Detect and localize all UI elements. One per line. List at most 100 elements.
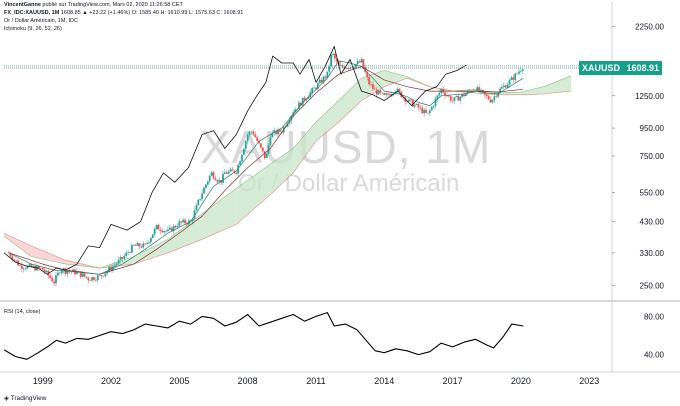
candle-body <box>91 277 93 281</box>
candle-body <box>273 130 276 133</box>
watermark-symbol: XAUUSD, 1M <box>200 121 492 173</box>
price-tick-label: 250.00 <box>640 282 665 291</box>
candle-body <box>275 130 278 135</box>
candle-body <box>461 94 463 97</box>
candle-body <box>83 273 86 277</box>
candle-body <box>449 96 452 101</box>
price-tick-label: 330.00 <box>640 249 665 258</box>
rsi-legend[interactable]: RSI (14, close) <box>4 309 41 315</box>
candle-body <box>315 87 317 89</box>
candle-body <box>49 275 52 278</box>
candle-body <box>197 199 200 205</box>
candle-body <box>223 172 226 174</box>
candle-body <box>277 129 279 135</box>
candle-body <box>203 187 205 194</box>
candle-body <box>501 87 503 89</box>
candle-body <box>148 242 150 244</box>
candle-body <box>370 84 372 85</box>
candle-body <box>75 271 78 275</box>
candle-body <box>347 68 350 69</box>
candle-body <box>13 259 16 261</box>
candle-body <box>362 59 365 68</box>
candle-body <box>136 243 139 246</box>
rsi-tick-label: 40.00 <box>644 351 665 360</box>
rsi-tick-label: 80.00 <box>644 312 665 321</box>
candle-body <box>89 280 92 281</box>
candle-body <box>241 154 243 162</box>
candle-body <box>51 277 54 282</box>
candle-body <box>406 101 408 103</box>
candle-body <box>398 88 401 92</box>
candle-body <box>267 144 270 154</box>
candle-body <box>32 265 35 267</box>
candle-body <box>100 275 103 276</box>
kumo-segment <box>543 75 571 94</box>
candle-body <box>260 143 262 148</box>
candle-body <box>231 169 234 171</box>
candle-body <box>93 277 95 280</box>
year-tick-label: 2011 <box>306 376 325 386</box>
candle-body <box>271 132 274 138</box>
candle-body <box>159 229 162 231</box>
candle-body <box>212 172 215 179</box>
price-tick-label: 2250.00 <box>635 22 664 31</box>
candle-body <box>199 198 202 200</box>
candle-body <box>72 269 74 272</box>
candle-body <box>222 173 224 183</box>
candle-body <box>102 275 105 277</box>
candle-body <box>66 271 69 274</box>
candle-body <box>38 266 40 269</box>
candle-body <box>178 221 181 227</box>
candle-body <box>261 147 264 152</box>
ichimoku-legend[interactable]: Ichimoku (9, 26, 52, 26) <box>4 26 62 32</box>
candle-body <box>81 273 84 277</box>
instrument-description: Or / Dollar Américain, 1M, IDC <box>4 18 78 24</box>
candle-body <box>438 92 441 96</box>
candle-body <box>353 67 355 68</box>
candle-body <box>110 267 112 271</box>
candle-body <box>371 84 374 89</box>
candle-body <box>313 87 315 89</box>
kumo-segment <box>520 86 544 95</box>
candle-body <box>153 228 156 235</box>
candle-body <box>320 79 323 83</box>
candle-body <box>432 105 435 107</box>
candle-body <box>170 227 173 232</box>
candle-body <box>316 83 319 89</box>
candle-body <box>518 71 520 74</box>
candle-body <box>516 73 519 75</box>
candle-body <box>442 88 445 93</box>
candle-body <box>299 102 302 106</box>
candle-body <box>263 151 266 159</box>
candle-body <box>457 95 460 101</box>
candle-body <box>256 137 259 141</box>
candle-body <box>356 61 359 65</box>
candle-body <box>176 226 179 228</box>
candle-body <box>24 268 27 270</box>
candle-body <box>444 92 446 96</box>
candle-body <box>334 53 336 59</box>
candle-body <box>324 76 327 78</box>
candle-body <box>216 180 219 182</box>
candle-body <box>330 54 333 67</box>
author-name[interactable]: VincentGanne <box>4 2 41 8</box>
candle-body <box>191 218 194 221</box>
candle-body <box>258 140 260 144</box>
publish-details: publié sur TradingView.com, Mars 02, 202… <box>42 2 183 8</box>
candle-body <box>218 180 221 182</box>
candle-body <box>60 270 63 274</box>
candle-body <box>464 93 467 97</box>
candle-body <box>195 204 198 211</box>
candle-body <box>425 109 427 113</box>
candle-body <box>94 279 97 281</box>
candle-body <box>121 257 124 259</box>
candle-body <box>117 259 120 264</box>
kumo-segment <box>31 245 66 265</box>
candle-body <box>390 93 393 96</box>
tradingview-logo[interactable]: ◈ TradingView <box>4 395 47 402</box>
candle-body <box>55 275 57 284</box>
candle-body <box>451 100 454 102</box>
candle-body <box>34 265 37 271</box>
candle-body <box>210 172 213 176</box>
